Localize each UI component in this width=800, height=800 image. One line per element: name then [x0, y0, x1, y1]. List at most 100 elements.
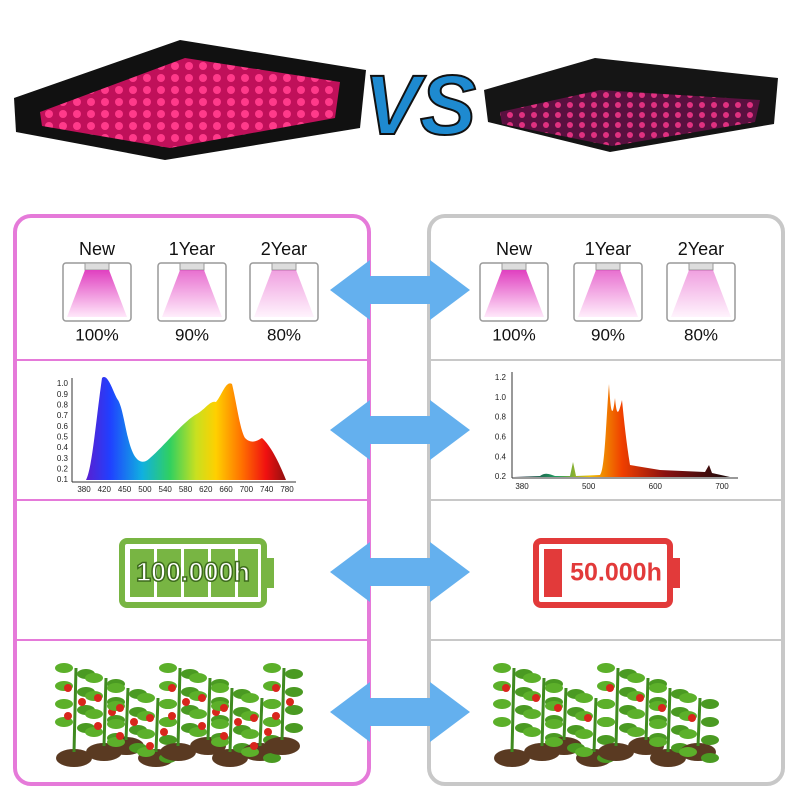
spectrum-y-label: 0.6 [57, 422, 69, 431]
battery-left [119, 538, 274, 608]
spectrum-y-label: 0.8 [495, 413, 507, 422]
leaf [85, 673, 103, 683]
leaf [649, 683, 667, 693]
spectrum-x-label: 780 [280, 485, 294, 494]
tomato [688, 714, 696, 722]
stem [540, 677, 546, 747]
leaf [679, 747, 697, 757]
tomato [220, 704, 228, 712]
leaf [701, 735, 719, 745]
light-fixture [271, 262, 297, 271]
tomato [250, 714, 258, 722]
spectrum-y-label: 0.4 [495, 452, 507, 461]
spectrum-y-label: 0.6 [495, 433, 507, 442]
leaf [285, 705, 303, 715]
leaf [189, 709, 207, 719]
leaf [493, 663, 511, 673]
tomato [64, 684, 72, 692]
stage-percent: 90% [591, 325, 625, 344]
spectrum-x-label: 420 [98, 485, 112, 494]
stem [228, 687, 234, 753]
leaf [597, 735, 615, 745]
tomato [182, 698, 190, 706]
right-dividers [429, 359, 783, 641]
spectrum-x-label: 660 [219, 485, 233, 494]
light-beam [254, 270, 314, 317]
leaf [523, 673, 541, 683]
spectrum-y-label: 0.7 [57, 411, 69, 420]
stem [592, 697, 598, 753]
leaf [649, 719, 667, 729]
left-dividers [15, 359, 369, 641]
leaf [627, 727, 645, 737]
tomato [272, 684, 280, 692]
spectrum-x-label: 580 [179, 485, 193, 494]
stem [510, 667, 516, 753]
tomato [160, 728, 168, 736]
leaf [189, 673, 207, 683]
spectrum-y-label: 0.1 [57, 475, 69, 484]
leaf [285, 669, 303, 679]
spectrum-x-label: 600 [649, 482, 663, 491]
leaf [55, 663, 73, 673]
tomato [220, 732, 228, 740]
spectrum-y-label: 1.0 [57, 379, 69, 388]
light-beam [67, 270, 127, 317]
spectrum-x-label: 500 [582, 482, 596, 491]
leaf [649, 737, 667, 747]
leaf [523, 727, 541, 737]
leaf [627, 709, 645, 719]
spectrum-axes-right [511, 372, 738, 479]
leaf [241, 693, 259, 703]
leaf [137, 729, 155, 739]
stem [258, 697, 264, 747]
leaf [159, 663, 177, 673]
soil [650, 749, 686, 767]
leaf [545, 683, 563, 693]
tomato [198, 694, 206, 702]
stage-label: 1Year [169, 239, 215, 259]
tomato [146, 714, 154, 722]
light-fixture [179, 262, 205, 271]
plants [55, 663, 303, 767]
tomato [198, 722, 206, 730]
tomato [286, 698, 294, 706]
soil [212, 749, 248, 767]
spectrum-y-label: 0.4 [57, 443, 69, 452]
leaf [263, 699, 281, 709]
spectrum-y-label: 0.2 [495, 472, 507, 481]
spectrum-x-label: 740 [260, 485, 274, 494]
tomato [94, 694, 102, 702]
leaf [523, 709, 541, 719]
leaf [701, 753, 719, 763]
stem [666, 687, 672, 753]
tomato [532, 694, 540, 702]
stage-label: 1Year [585, 239, 631, 259]
leaf [701, 699, 719, 709]
soil [56, 749, 92, 767]
tomato [606, 684, 614, 692]
light-fixture [501, 262, 527, 271]
stem [696, 697, 702, 747]
stem [562, 687, 568, 741]
leaf [211, 719, 229, 729]
light-fixture [84, 262, 110, 271]
soil [160, 743, 196, 761]
stage-label: 2Year [678, 239, 724, 259]
battery-right [533, 538, 680, 608]
spectrum-x-label: 700 [240, 485, 254, 494]
spectrum-x-label: 500 [138, 485, 152, 494]
leaf [493, 717, 511, 727]
spectrum-curve-right [514, 384, 730, 477]
leaf [263, 663, 281, 673]
leaf [679, 729, 697, 739]
spectrum-y-label: 1.2 [495, 373, 507, 382]
double-arrow [330, 400, 470, 460]
stem [206, 677, 212, 741]
light-beam [578, 270, 638, 317]
spectrum-x-label: 380 [77, 485, 91, 494]
tomato [168, 712, 176, 720]
stage-label: New [79, 239, 116, 259]
light-beam [484, 270, 544, 317]
